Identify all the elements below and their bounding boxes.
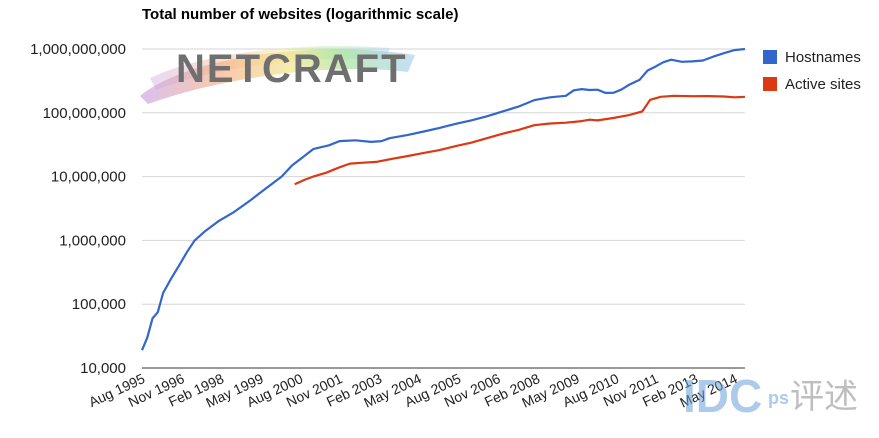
series-line-hostnames [140, 47, 746, 351]
chart-title: Total number of websites (logarithmic sc… [142, 6, 458, 23]
y-tick-label: 10,000 [80, 360, 126, 377]
y-tick-label: 10,000,000 [51, 169, 126, 186]
watermark-sub: ps [768, 388, 789, 408]
y-tick-label: 1,000,000 [59, 232, 126, 249]
logo-text: NETCRAFT [176, 47, 408, 91]
series-line-active-sites [294, 94, 746, 186]
legend-label-hostnames: Hostnames [785, 49, 861, 66]
series-lines [140, 47, 746, 351]
watermark-glyphs: 评述 [790, 377, 858, 417]
legend: Hostnames Active sites [763, 49, 861, 93]
y-axis-ticks: 10,000 100,000 1,000,000 10,000,000 100,000,… [30, 41, 126, 377]
watermark-text: IDC [683, 370, 762, 422]
idcps-watermark: IDC ps 评述 [683, 370, 858, 422]
grid-lines [142, 48, 745, 305]
y-tick-label: 100,000 [72, 296, 126, 313]
y-tick-label: 1,000,000,000 [30, 41, 126, 58]
netcraft-logo: NETCRAFT [140, 46, 415, 104]
legend-label-active-sites: Active sites [785, 76, 861, 93]
legend-swatch-hostnames [763, 50, 777, 64]
y-tick-label: 100,000,000 [43, 105, 126, 122]
legend-swatch-active-sites [763, 77, 777, 91]
